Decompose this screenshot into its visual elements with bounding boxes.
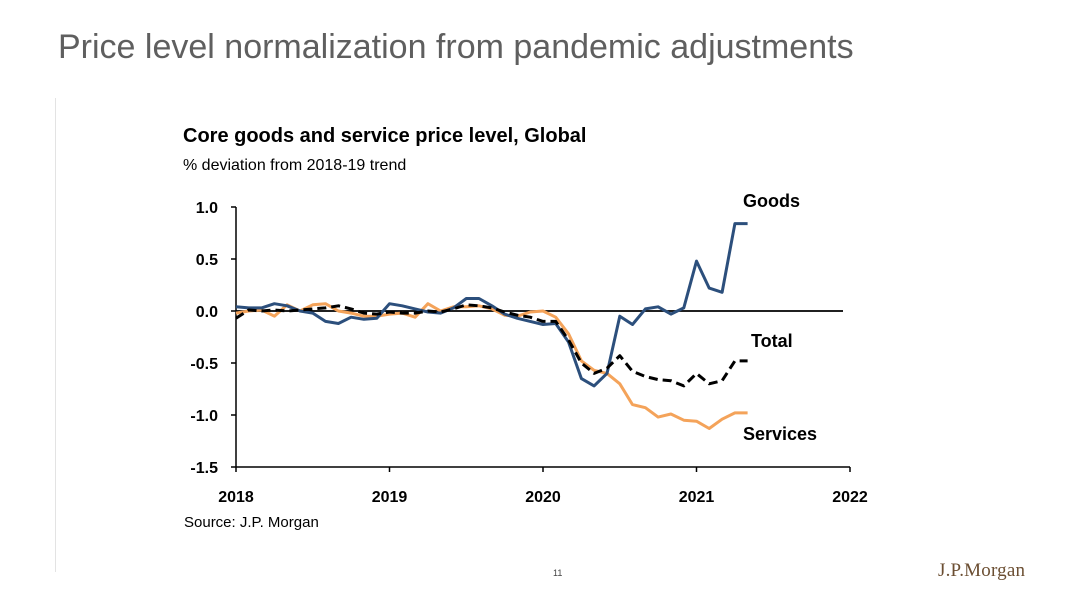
page-number: 11 <box>553 568 563 578</box>
y-tick-label: 1.0 <box>196 200 218 217</box>
series-labels: Goods Services Total <box>743 191 817 444</box>
x-tick-label: 2020 <box>525 489 561 506</box>
series-label-total: Total <box>751 331 793 351</box>
slide-title: Price level normalization from pandemic … <box>58 28 854 66</box>
jpmorgan-logo: J.P.Morgan <box>938 560 1026 581</box>
y-tick-label: -0.5 <box>190 356 218 373</box>
chart-title: Core goods and service price level, Glob… <box>183 125 586 147</box>
series-lines <box>235 222 748 430</box>
series-line-goods <box>235 222 748 388</box>
x-tick-label: 2018 <box>218 489 254 506</box>
series-label-services: Services <box>743 424 817 444</box>
y-tick-label: -1.0 <box>190 408 218 425</box>
vertical-divider <box>55 98 56 572</box>
chart-source: Source: J.P. Morgan <box>184 514 319 531</box>
y-tick-label: 0.5 <box>196 252 218 269</box>
series-label-goods: Goods <box>743 191 800 211</box>
x-tick-label: 2022 <box>832 489 868 506</box>
series-line-total <box>235 303 748 388</box>
x-tick-label: 2019 <box>372 489 408 506</box>
series-line-services <box>235 302 748 430</box>
chart-subtitle: % deviation from 2018-19 trend <box>183 157 406 174</box>
x-tick-label: 2021 <box>679 489 715 506</box>
y-tick-label: 0.0 <box>196 304 218 321</box>
y-tick-label: -1.5 <box>190 460 218 477</box>
